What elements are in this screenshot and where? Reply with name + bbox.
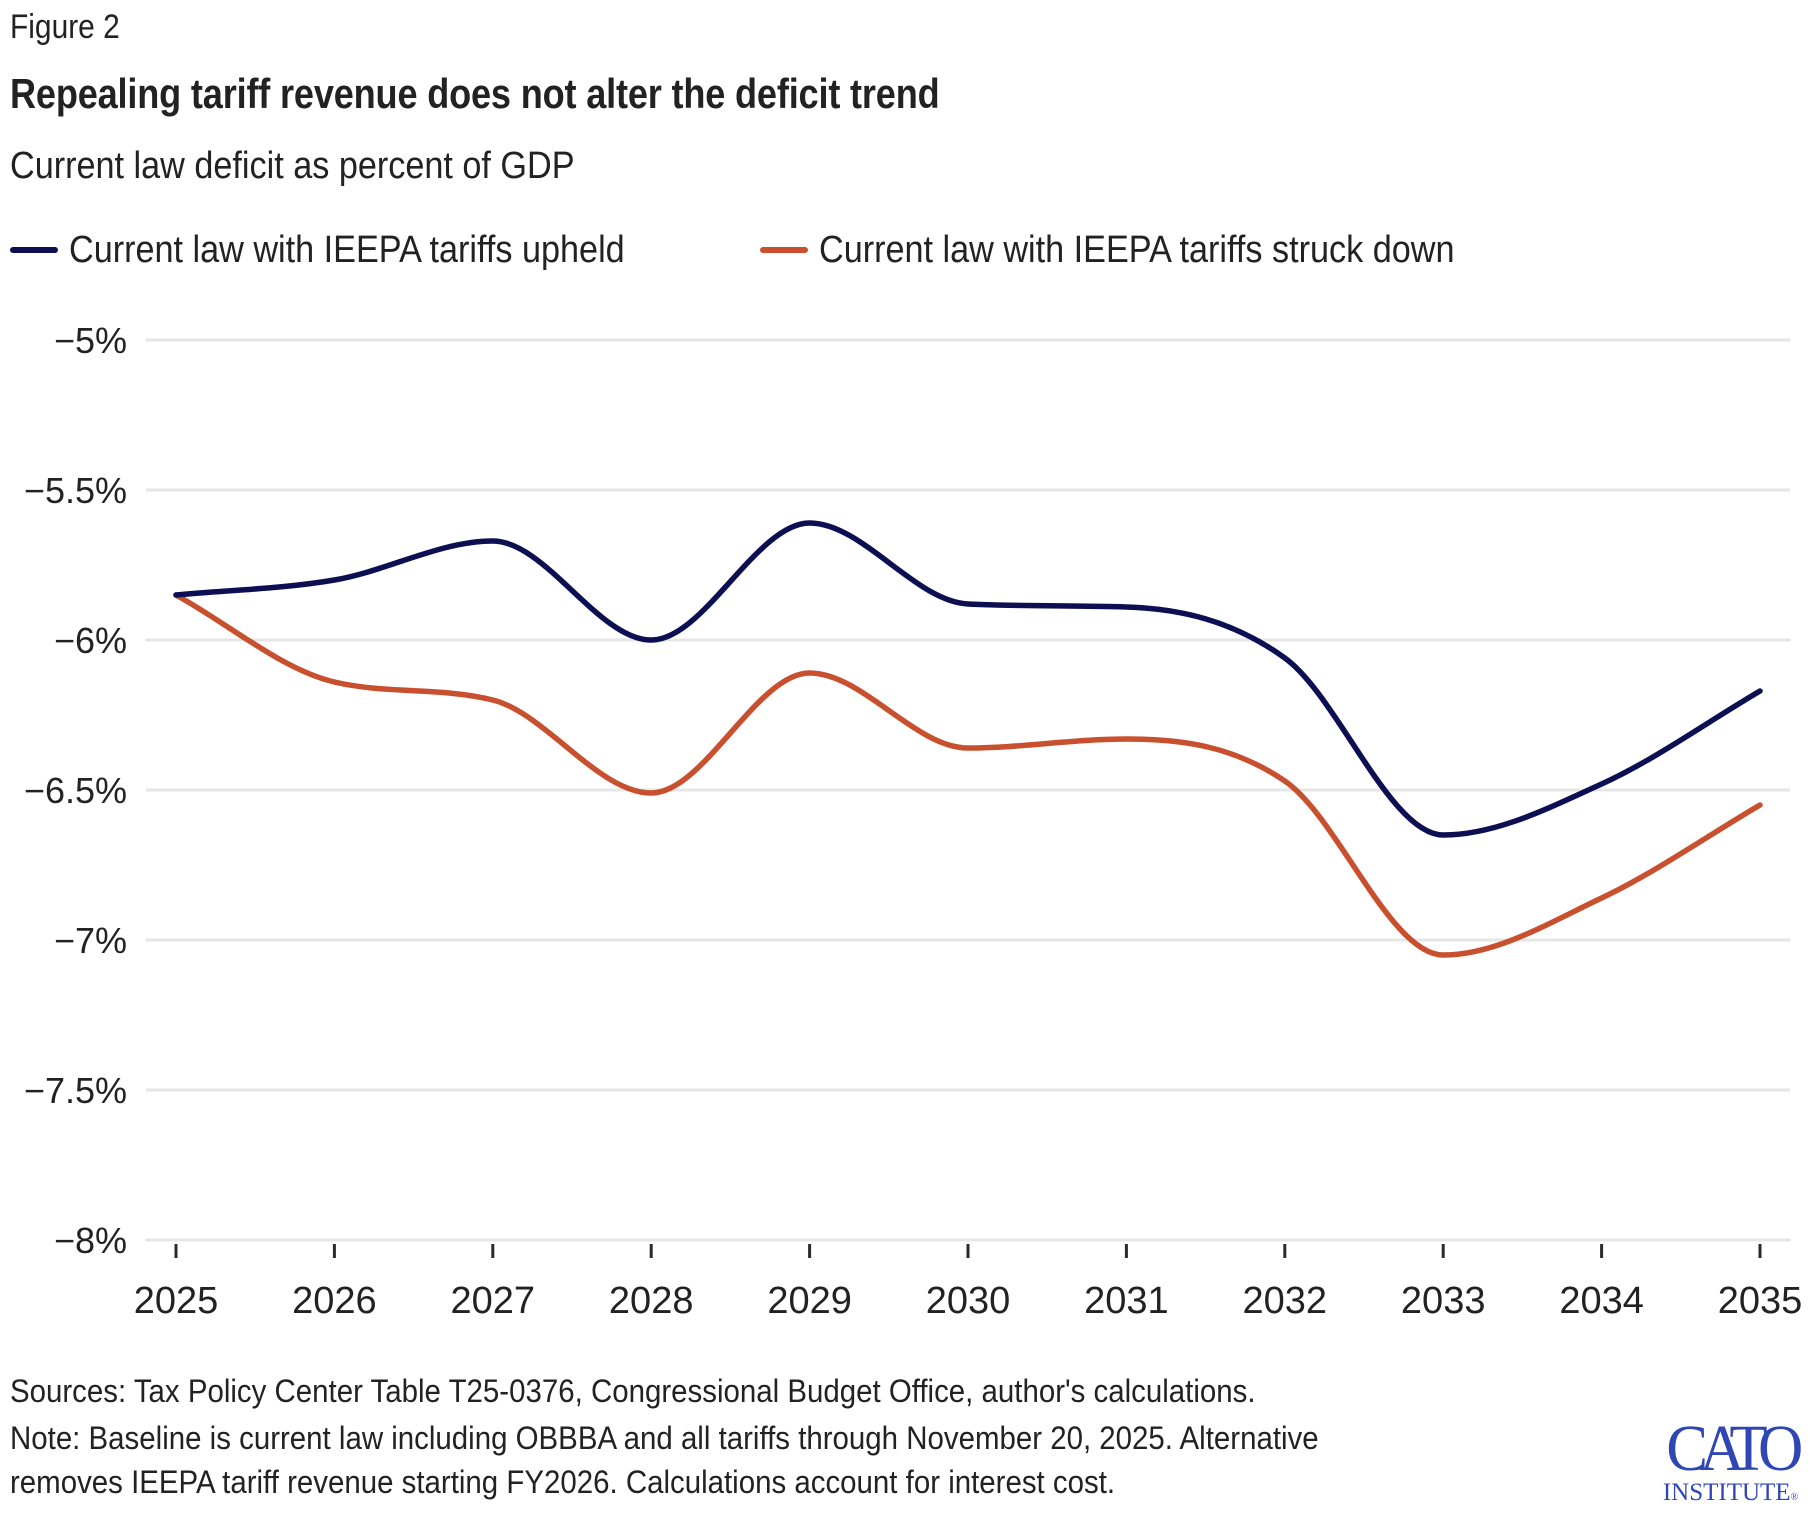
y-tick-label: −8% xyxy=(54,1220,127,1261)
legend-item-upheld: Current law with IEEPA tariffs upheld xyxy=(10,228,686,272)
logo-institute-text: INSTITUTE xyxy=(1662,1479,1791,1506)
figure-label: Figure 2 xyxy=(10,8,120,46)
note-line-2: removes IEEPA tariff revenue starting FY… xyxy=(10,1464,1116,1500)
x-tick-label: 2033 xyxy=(1401,1280,1486,1322)
legend-item-struck-down: Current law with IEEPA tariffs struck do… xyxy=(760,228,1525,272)
legend-swatch-upheld xyxy=(10,247,58,253)
y-tick-label: −6.5% xyxy=(24,770,127,811)
y-tick-label: −5% xyxy=(54,320,127,361)
chart-subtitle: Current law deficit as percent of GDP xyxy=(10,145,575,187)
note-line-1: Note: Baseline is current law including … xyxy=(10,1420,1319,1456)
y-tick-label: −6% xyxy=(54,620,127,661)
series-line-struck-down xyxy=(173,592,1763,958)
y-tick-label: −5.5% xyxy=(24,470,127,511)
line-chart: −5% −5.5% −6% −6.5% −7% −7.5% −8% 2025 2026 2027… xyxy=(24,320,1803,1322)
y-tick-label: −7% xyxy=(54,920,127,961)
legend-label-upheld: Current law with IEEPA tariffs upheld xyxy=(69,228,625,271)
y-axis-labels: −5% −5.5% −6% −6.5% −7% −7.5% −8% xyxy=(24,320,127,1261)
logo-wordmark: CATO xyxy=(1666,1412,1803,1485)
x-tick-label: 2027 xyxy=(451,1280,536,1322)
gridlines xyxy=(146,338,1790,1242)
sources-note: Sources: Tax Policy Center Table T25-037… xyxy=(10,1373,1256,1409)
series-line-upheld xyxy=(173,520,1763,838)
x-tick-label: 2025 xyxy=(134,1280,219,1322)
x-tick-label: 2030 xyxy=(926,1280,1011,1322)
y-tick-label: −7.5% xyxy=(24,1070,127,1111)
cato-institute-logo: CATO INSTITUTE® xyxy=(1648,1412,1813,1511)
x-tick-label: 2035 xyxy=(1718,1280,1803,1322)
x-tick-label: 2028 xyxy=(609,1280,694,1322)
x-tick-label: 2026 xyxy=(292,1280,377,1322)
x-tick-label: 2032 xyxy=(1243,1280,1328,1322)
x-axis: 2025 2026 2027 2028 2029 2030 2031 2032 2033 2034… xyxy=(134,1244,1803,1322)
registered-mark: ® xyxy=(1790,1492,1799,1503)
chart-title: Repealing tariff revenue does not alter … xyxy=(10,70,940,117)
x-tick-label: 2031 xyxy=(1084,1280,1169,1322)
legend-swatch-struck-down xyxy=(760,247,808,253)
legend-label-struck-down: Current law with IEEPA tariffs struck do… xyxy=(819,228,1455,271)
series-lines xyxy=(173,520,1763,958)
logo-subtitle: INSTITUTE® xyxy=(1648,1480,1813,1511)
x-tick-label: 2034 xyxy=(1559,1280,1644,1322)
x-tick-label: 2029 xyxy=(767,1280,852,1322)
